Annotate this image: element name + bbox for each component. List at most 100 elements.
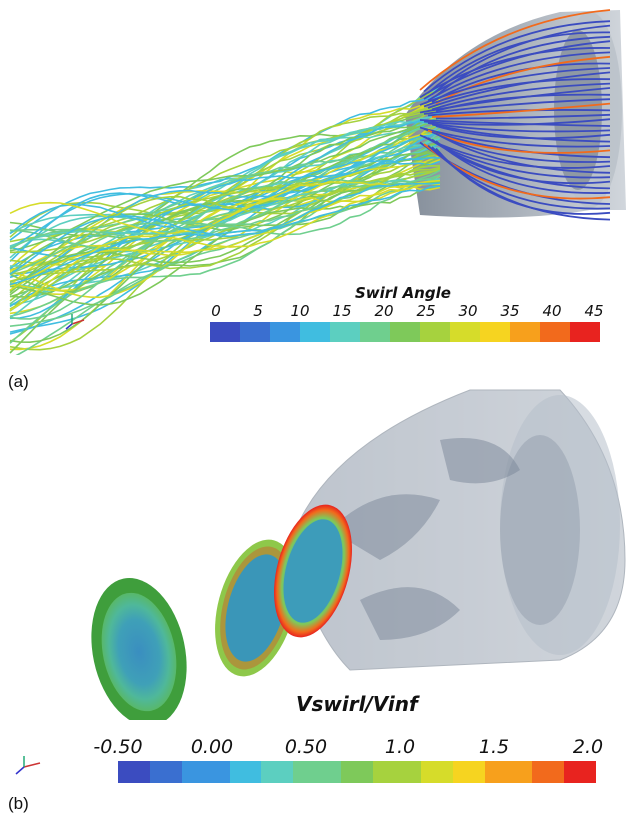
colorbar-b [118, 761, 597, 783]
colorbar-segment [345, 322, 360, 342]
streamline [423, 128, 611, 159]
streamline [9, 169, 441, 312]
colorbar-segment [436, 761, 453, 783]
colorbar-segment [181, 761, 198, 783]
colorbar-segment [435, 322, 450, 342]
cross-section-disc-3 [274, 504, 352, 638]
streamline [9, 178, 441, 248]
streamline [419, 87, 611, 114]
streamline [423, 78, 611, 108]
streamline [419, 67, 611, 106]
streamline [435, 55, 611, 105]
streamlines [9, 9, 611, 355]
colorbar-b-title: Vswirl/Vinf [296, 692, 418, 716]
colorbar-segment [495, 322, 510, 342]
colorbar-segment [210, 322, 225, 342]
streamline [9, 181, 441, 292]
streamline [431, 123, 611, 143]
colorbar-segment [500, 761, 517, 783]
colorbar-segment [315, 322, 330, 342]
streamline [9, 95, 441, 241]
colorbar-segment [373, 761, 389, 783]
colorbar-segment [532, 761, 549, 783]
colorbar-segment [118, 761, 134, 783]
colorbar-segment [452, 761, 469, 783]
colorbar-segment [357, 761, 373, 783]
streamline [9, 182, 441, 275]
colorbar-tick-label: 40 [542, 302, 562, 320]
colorbar-segment [548, 761, 565, 783]
streamline [9, 129, 441, 272]
streamline [427, 109, 611, 117]
streamline [427, 31, 611, 94]
colorbar-segment [405, 322, 420, 342]
colorbar-segment [450, 322, 465, 342]
colorbar-segment [277, 761, 294, 783]
colorbar-tick-label: 5 [253, 302, 263, 320]
colorbar-segment [197, 761, 214, 783]
colorbar-tick-label: 1.5 [478, 736, 510, 758]
colorbar-tick-label: 0 [211, 302, 221, 320]
streamline [9, 151, 441, 354]
streamline [9, 116, 441, 252]
streamline [9, 169, 441, 327]
colorbar-a [210, 322, 600, 342]
colorbar-segment [465, 322, 480, 342]
colorbar-tick-label: 1.0 [384, 736, 416, 758]
colorbar-segment [165, 761, 182, 783]
colorbar-a-title: Swirl Angle [355, 284, 451, 302]
streamline [427, 122, 611, 133]
colorbar-segment [484, 761, 501, 783]
streamline [419, 119, 611, 127]
streamline [423, 98, 611, 115]
colorbar-segment [404, 761, 421, 783]
streamline [427, 129, 611, 154]
streamline [435, 132, 611, 174]
cross-section-visualization [91, 389, 626, 720]
colorbar-segment [255, 322, 270, 342]
streamline [427, 71, 611, 109]
panel-a-streamlines: Swirl Angle 0 5 10 15 20 25 30 35 40 45 (a) [0, 0, 626, 391]
colorbar-segment [585, 322, 600, 342]
colorbar-tick-label: 25 [416, 302, 436, 320]
streamline [9, 166, 441, 310]
streamline [419, 47, 611, 99]
colorbar-segment [570, 322, 585, 342]
colorbar-segment [420, 322, 435, 342]
streamline [423, 20, 611, 93]
streamline [435, 147, 611, 215]
colorbar-tick-label: 0.00 [190, 736, 234, 758]
panel-b-cross-sections: Vswirl/Vinf -0.50 0.00 0.50 1.0 1.5 2.0 (b) [0, 380, 626, 813]
colorbar-segment [293, 761, 310, 783]
colorbar-tick-label: 0.50 [284, 736, 328, 758]
colorbar-tick-label: -0.50 [93, 736, 143, 758]
streamline [431, 102, 611, 118]
streamline [435, 125, 611, 140]
colorbar-segment [149, 761, 166, 783]
colorbar-segment [510, 322, 525, 342]
colorbar-segment [516, 761, 533, 783]
colorbar-segment [468, 761, 485, 783]
streamline [435, 113, 611, 120]
colorbar-segment [133, 761, 150, 783]
colorbar-segment [555, 322, 570, 342]
streamline [9, 174, 441, 320]
colorbar-tick-label: 45 [584, 302, 604, 320]
colorbar-segment [225, 322, 240, 342]
streamline [9, 123, 441, 305]
colorbar-segment [388, 761, 405, 783]
streamline [435, 140, 611, 194]
colorbar-segment [330, 322, 345, 342]
colorbar-segment [480, 322, 495, 342]
streamline [9, 181, 441, 235]
colorbar-segment [375, 322, 390, 342]
colorbar-segment [309, 761, 326, 783]
streamline [9, 120, 441, 262]
streamline [431, 62, 611, 103]
streamline [427, 51, 611, 102]
colorbar-tick-label: 30 [458, 302, 478, 320]
colorbar-tick-label: 10 [290, 302, 310, 320]
colorbar-segment [270, 322, 285, 342]
streamline [9, 156, 441, 249]
cross-section-disc-1 [91, 578, 187, 720]
